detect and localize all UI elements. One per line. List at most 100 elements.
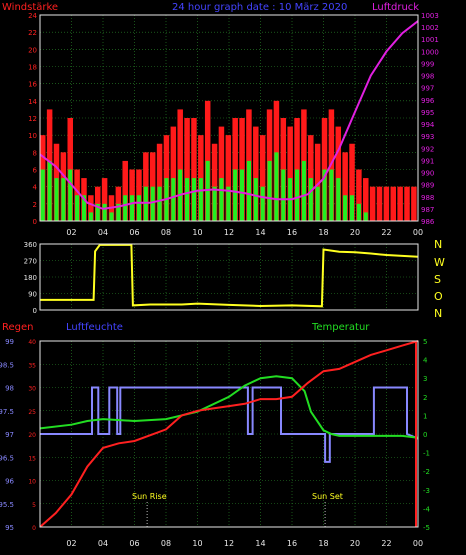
temperature-y-tick-label: -1 bbox=[423, 450, 430, 458]
wind-avg-bar bbox=[315, 186, 320, 221]
wind-gust-bar bbox=[225, 135, 232, 221]
bottom-x-tick-label: 12 bbox=[224, 539, 234, 548]
pressure-y-tick-label: 986 bbox=[421, 218, 435, 226]
wind-y-tick-label: 10 bbox=[28, 132, 37, 140]
pressure-y-tick-label: 998 bbox=[421, 73, 434, 81]
wind-y-tick-label: 14 bbox=[28, 98, 37, 106]
wind-avg-bar bbox=[212, 186, 217, 221]
wind-y-tick-label: 6 bbox=[33, 167, 38, 175]
rain-y-tick-label: 20 bbox=[28, 432, 36, 439]
wind-direction-line bbox=[40, 243, 419, 308]
chart-title: 24 hour graph date : 10 März 2020 bbox=[172, 2, 347, 13]
compass-s: S bbox=[434, 273, 441, 286]
top-x-tick-label: 18 bbox=[318, 228, 328, 237]
rain-y-tick-label: 35 bbox=[28, 362, 36, 369]
pressure-y-tick-label: 997 bbox=[421, 85, 434, 93]
wind-avg-bar bbox=[322, 169, 327, 221]
wind-avg-bar bbox=[363, 212, 368, 221]
wind-gust-bar bbox=[349, 143, 355, 221]
wind-avg-bar bbox=[239, 169, 245, 221]
pressure-y-tick-label: 1001 bbox=[421, 36, 439, 44]
wind-avg-bar bbox=[123, 195, 128, 221]
wind-avg-bar bbox=[274, 152, 279, 221]
wind-gust-bar bbox=[356, 169, 362, 221]
wind-y-tick-label: 4 bbox=[33, 184, 38, 192]
pressure-series-line bbox=[39, 20, 419, 210]
pressure-y-tick-label: 1000 bbox=[421, 48, 439, 56]
top-x-tick-label: 16 bbox=[287, 228, 297, 237]
compass-o: O bbox=[434, 290, 443, 303]
humidity-y-tick-label: 95 bbox=[5, 524, 14, 532]
wind-gust-bar bbox=[363, 178, 369, 221]
wind-avg-bar bbox=[336, 178, 341, 221]
wind-avg-bar bbox=[75, 195, 80, 221]
wind-gust-bar bbox=[259, 135, 266, 221]
pressure-y-tick-label: 1002 bbox=[421, 24, 439, 32]
wind-y-tick-label: 2 bbox=[33, 201, 37, 209]
wind-avg-bar bbox=[349, 195, 355, 221]
humidity-y-tick-label: 96.5 bbox=[0, 454, 14, 462]
wind-avg-bar bbox=[81, 195, 87, 221]
direction-line bbox=[40, 243, 419, 308]
wind-avg-bar bbox=[136, 195, 142, 221]
pressure-y-tick-label: 991 bbox=[421, 157, 434, 165]
rain-y-tick-label: 0 bbox=[32, 525, 36, 532]
bottom-x-tick-label: 16 bbox=[287, 539, 297, 548]
temperature-y-tick-label: 5 bbox=[423, 338, 427, 346]
wind-gust-bar bbox=[211, 143, 218, 221]
wind-avg-bar bbox=[116, 203, 121, 221]
wind-gust-bar bbox=[156, 143, 163, 221]
temperature-y-tick-label: -2 bbox=[423, 468, 430, 476]
pressure-line bbox=[39, 20, 419, 210]
top-x-tick-label: 08 bbox=[161, 228, 171, 237]
temperature-y-tick-label: -3 bbox=[423, 487, 430, 495]
pressure-y-tick-label: 989 bbox=[421, 182, 434, 190]
pressure-y-tick-label: 993 bbox=[421, 133, 434, 141]
regen-label: Regen bbox=[2, 322, 34, 333]
wind-avg-bar bbox=[198, 178, 203, 221]
humidity-y-tick-label: 98.5 bbox=[0, 361, 14, 369]
bottom-frame bbox=[39, 340, 419, 528]
top-x-tick-label: 04 bbox=[98, 228, 108, 237]
wind-gust-bar bbox=[191, 118, 197, 221]
wind-avg-bar bbox=[233, 169, 238, 221]
pressure-y-tick-label: 995 bbox=[421, 109, 434, 117]
wind-avg-bar bbox=[253, 178, 258, 221]
wind-gust-bar bbox=[335, 126, 342, 221]
temperature-y-tick-label: 4 bbox=[423, 357, 428, 365]
top-x-tick-label: 12 bbox=[224, 228, 234, 237]
wind-avg-bar bbox=[150, 186, 155, 221]
wind-gust-bar bbox=[404, 186, 410, 221]
sunrise-label: Sun Rise bbox=[132, 492, 167, 501]
pressure-y-tick-label: 996 bbox=[421, 97, 435, 105]
wind-avg-bar bbox=[68, 169, 73, 221]
temperature-y-tick-label: 3 bbox=[423, 375, 427, 383]
wind-avg-bar bbox=[47, 160, 52, 221]
pressure-y-tick-label: 1003 bbox=[421, 12, 439, 20]
bottom-x-tick-label: 10 bbox=[192, 539, 202, 548]
top-x-tick-label: 10 bbox=[192, 228, 202, 237]
wind-gust-bar bbox=[376, 186, 383, 221]
wind-y-tick-label: 18 bbox=[28, 64, 37, 72]
pressure-y-tick-label: 992 bbox=[421, 145, 434, 153]
wind-avg-bar bbox=[102, 203, 107, 221]
wind-avg-bar bbox=[294, 169, 300, 221]
wind-y-tick-label: 22 bbox=[28, 29, 37, 37]
top-x-tick-label: 00 bbox=[413, 228, 423, 237]
wind-gust-bar bbox=[88, 195, 94, 221]
wind-avg-bar bbox=[343, 195, 348, 221]
wind-avg-bar bbox=[308, 178, 313, 221]
wind-gust-bar bbox=[397, 186, 403, 221]
wind-y-tick-label: 20 bbox=[28, 46, 37, 54]
wind-gust-bar bbox=[177, 109, 183, 221]
wind-avg-bar bbox=[157, 186, 162, 221]
wind-gust-bar bbox=[411, 186, 417, 221]
humidity-y-tick-label: 96 bbox=[5, 478, 14, 486]
wind-avg-bar bbox=[301, 160, 306, 221]
wind-y-tick-label: 24 bbox=[28, 12, 37, 20]
wind-avg-bar bbox=[143, 186, 148, 221]
wind-bars bbox=[40, 100, 417, 221]
sunset-label: Sun Set bbox=[312, 492, 343, 501]
temperature-y-tick-label: 2 bbox=[423, 394, 427, 402]
